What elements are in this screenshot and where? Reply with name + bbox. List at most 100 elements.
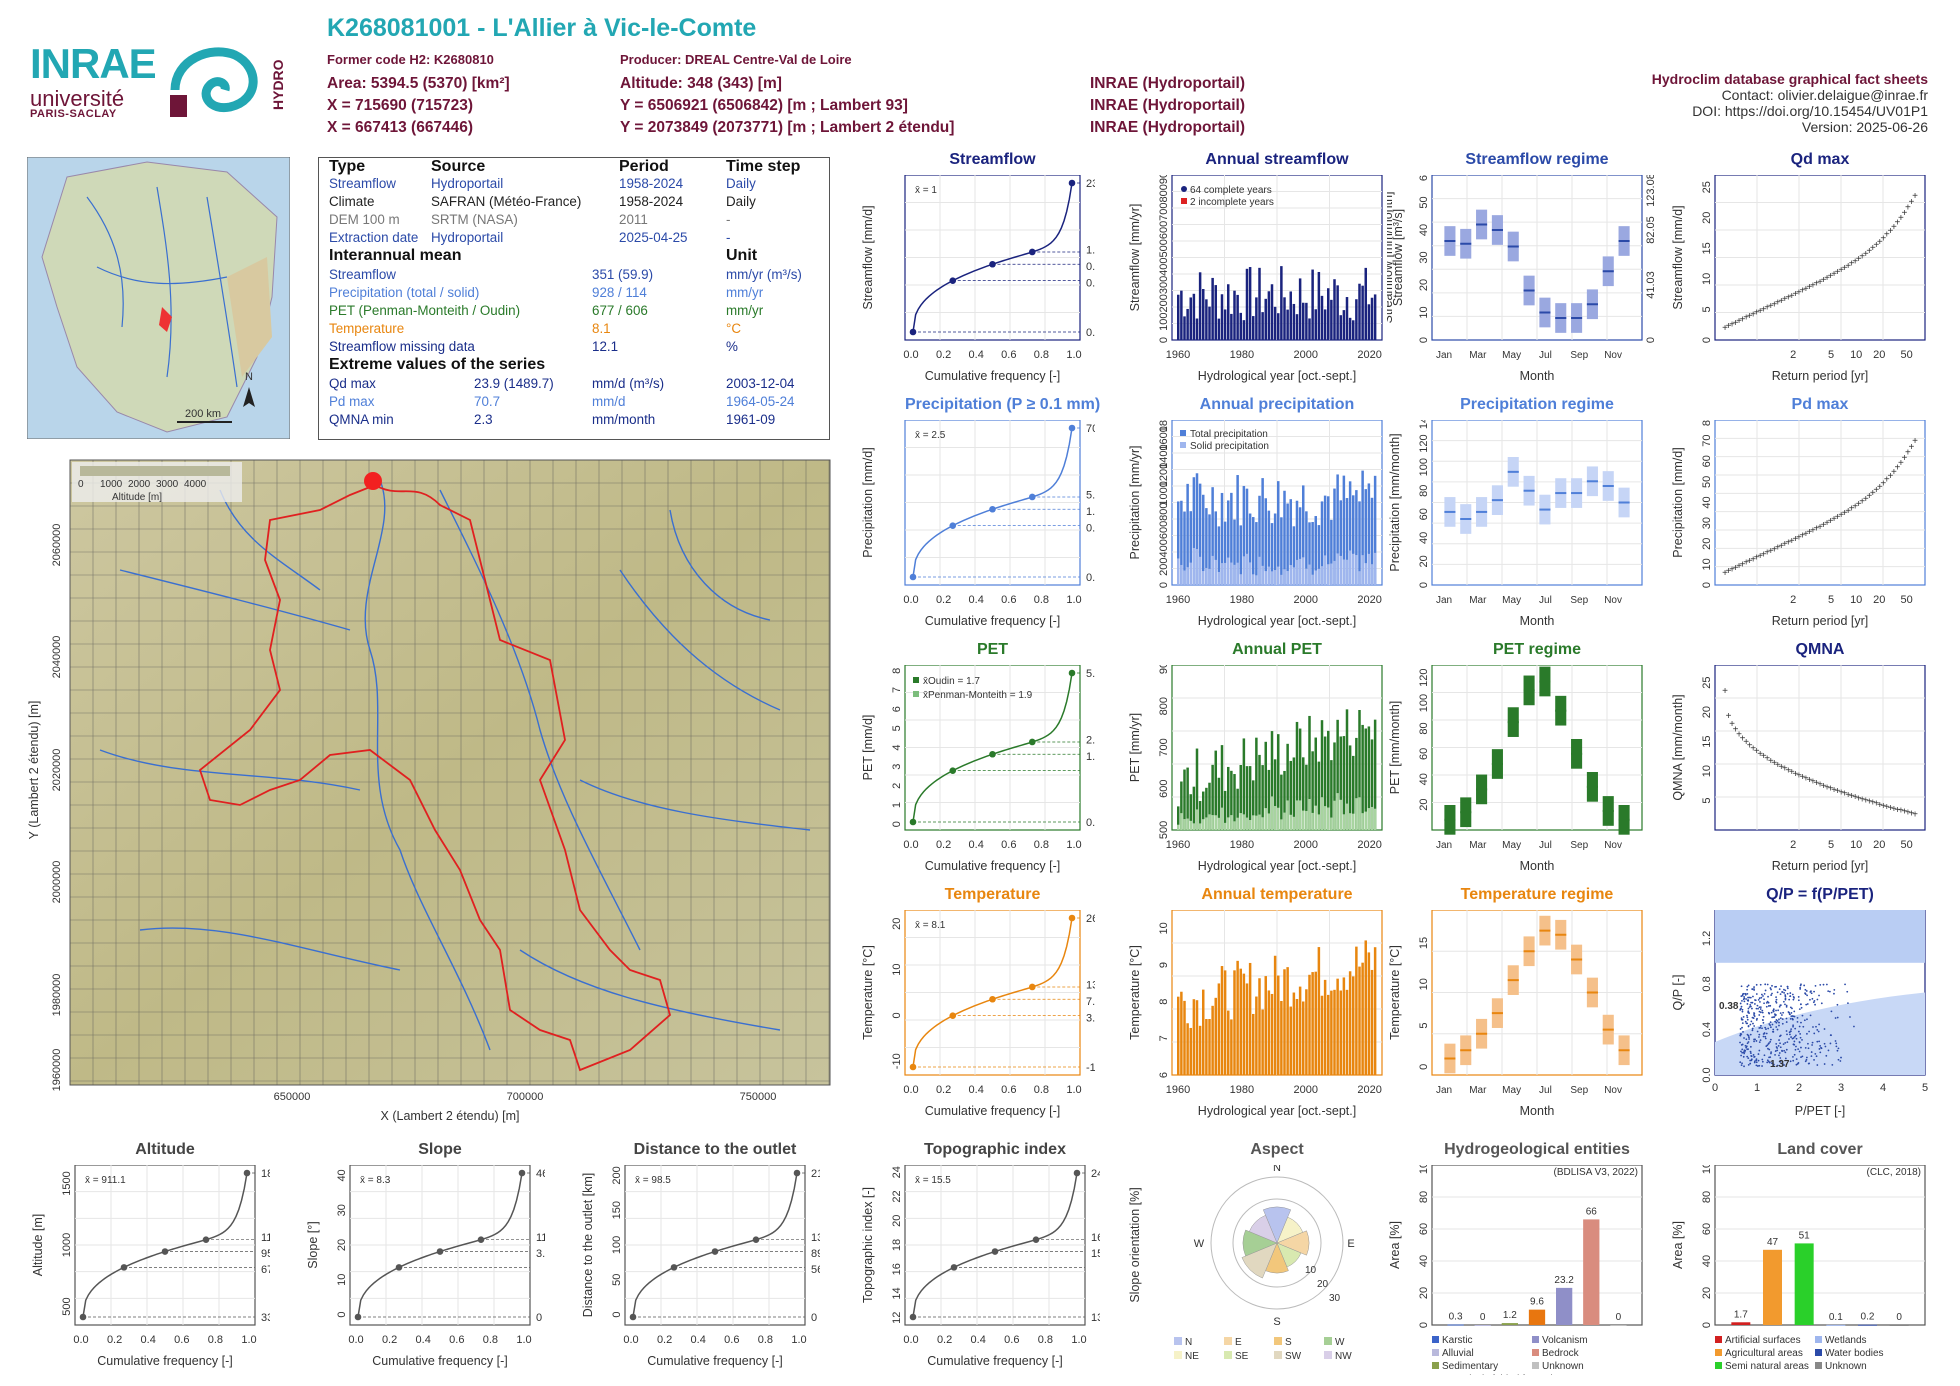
annual-bar — [1252, 780, 1255, 830]
scatter-point — [1741, 1051, 1744, 1054]
annual-bar — [1202, 494, 1205, 585]
scatter-point — [1740, 1050, 1742, 1053]
y-tick-label: 100 — [1158, 312, 1170, 330]
annual-bar — [1292, 992, 1296, 1075]
scatter-point — [1776, 991, 1779, 994]
y-tick-label: 0 — [1701, 337, 1713, 343]
annual-bar — [1177, 294, 1180, 340]
bar — [1447, 1324, 1464, 1326]
north-arrow-icon — [243, 387, 255, 407]
y-tick-label: 0 — [611, 1312, 623, 1318]
x-tick-label: 0.8 — [1034, 839, 1049, 851]
bar-value: 23.2 — [1554, 1275, 1574, 1286]
y-tick-label: 40 — [1418, 532, 1430, 544]
annual-bar — [1227, 284, 1230, 340]
return-point: + — [1849, 259, 1855, 270]
right-tick-label: 2.7 — [1086, 734, 1095, 746]
solid-bar — [1320, 566, 1324, 585]
annual-bar — [1208, 782, 1211, 830]
scatter-point — [1847, 1002, 1849, 1005]
return-point: + — [1877, 237, 1883, 248]
legend-square — [1180, 442, 1186, 448]
scatter-point — [1741, 1008, 1744, 1011]
x-tick-label: 5 — [1828, 349, 1834, 361]
scatter-point — [1788, 1038, 1790, 1040]
annual-bar — [1311, 751, 1314, 830]
annual-bar — [1261, 1009, 1264, 1075]
y-axis-label: Streamflow [mm/yr] — [1128, 204, 1142, 312]
annual-bar — [1211, 764, 1214, 830]
x-axis-label: Hydrological year [oct.-sept.] — [1198, 1104, 1356, 1118]
annual-bar — [1198, 272, 1202, 340]
scatter-point — [1743, 1065, 1745, 1068]
solid-bar — [1336, 793, 1339, 830]
scatter-point — [1755, 983, 1758, 986]
scatter-point — [1789, 995, 1792, 997]
aspect-sector — [1276, 1230, 1310, 1256]
annual-bar — [1248, 513, 1252, 585]
scatter-point — [1756, 1065, 1759, 1067]
scatter-point — [1775, 1014, 1777, 1016]
scatter-point — [1775, 998, 1778, 1001]
svg-text:1980000: 1980000 — [51, 974, 63, 1017]
return-point: + — [1842, 789, 1848, 800]
return-point: + — [1870, 798, 1876, 809]
y-axis-label: Distance to the outlet [km] — [581, 1173, 595, 1318]
solid-bar — [1195, 809, 1199, 830]
scatter-point — [1746, 992, 1749, 995]
annual-bar — [1183, 316, 1186, 340]
y-tick-label: 1.2 — [1701, 931, 1713, 946]
annual-bar — [1314, 516, 1317, 585]
streamflow-regime-chart: 0 10 20 30 40 50 60 Streamflow [mm/month] Month J… — [1387, 175, 1657, 383]
y-tick-label: 80 — [1418, 1191, 1430, 1203]
return-point: + — [1785, 765, 1791, 776]
return-point: + — [1828, 271, 1834, 282]
solid-bar — [1239, 813, 1242, 830]
scatter-point — [1758, 997, 1761, 1000]
annual-bar — [1245, 488, 1249, 585]
annual-bar — [1273, 306, 1277, 340]
annual-bar — [1342, 736, 1346, 830]
annual-bar — [1330, 519, 1333, 585]
annual-bar — [1220, 966, 1224, 1075]
annual-bar — [1277, 481, 1280, 585]
annual-bar — [1202, 289, 1205, 340]
solid-bar — [1367, 808, 1371, 830]
x-tick-label: 0.6 — [1001, 839, 1016, 851]
solid-bar — [1230, 562, 1233, 585]
return-point: + — [1789, 767, 1795, 778]
scatter-point — [1751, 988, 1754, 990]
annual-bar — [1261, 312, 1264, 340]
y-coord: Y = 6506921 (6506842) [m ; Lambert 93] — [620, 97, 908, 114]
scatter-point — [1758, 1064, 1761, 1067]
area: Area: 5394.5 (5370) [km²] — [327, 75, 510, 92]
return-point: + — [1873, 240, 1879, 251]
solid-bar — [1277, 566, 1280, 585]
annual-bar — [1186, 767, 1189, 830]
return-point: + — [1796, 532, 1802, 543]
annual-bar — [1236, 788, 1239, 830]
return-point: + — [1912, 436, 1918, 447]
svg-text:Altitude [m]: Altitude [m] — [112, 492, 162, 503]
solid-bar — [1258, 556, 1261, 585]
annual-bar — [1358, 710, 1361, 830]
right-tick-label: 5.5 — [1086, 668, 1095, 680]
x-tick-label: 1980 — [1230, 349, 1254, 361]
scatter-point — [1747, 1010, 1750, 1013]
paris-saclay-logo: PARIS-SACLAY — [30, 108, 117, 120]
annual-bar — [1258, 495, 1261, 585]
scatter-point — [1809, 1014, 1812, 1017]
x-tick-label: 0.6 — [1004, 1334, 1019, 1346]
solid-bar — [1327, 807, 1330, 830]
return-point: + — [1880, 233, 1886, 244]
legend-swatch — [1274, 1351, 1282, 1359]
return-point: + — [1845, 261, 1851, 272]
annual-bar — [1242, 320, 1246, 340]
annual-bar — [1317, 271, 1321, 340]
right-tick-label: 1127 — [261, 1232, 270, 1244]
legend-swatch — [1715, 1336, 1722, 1343]
right-tick-label: 16 — [1091, 1232, 1100, 1244]
bar-value: 1.7 — [1734, 1309, 1748, 1320]
return-point: + — [1789, 536, 1795, 547]
solid-bar — [1261, 817, 1264, 830]
